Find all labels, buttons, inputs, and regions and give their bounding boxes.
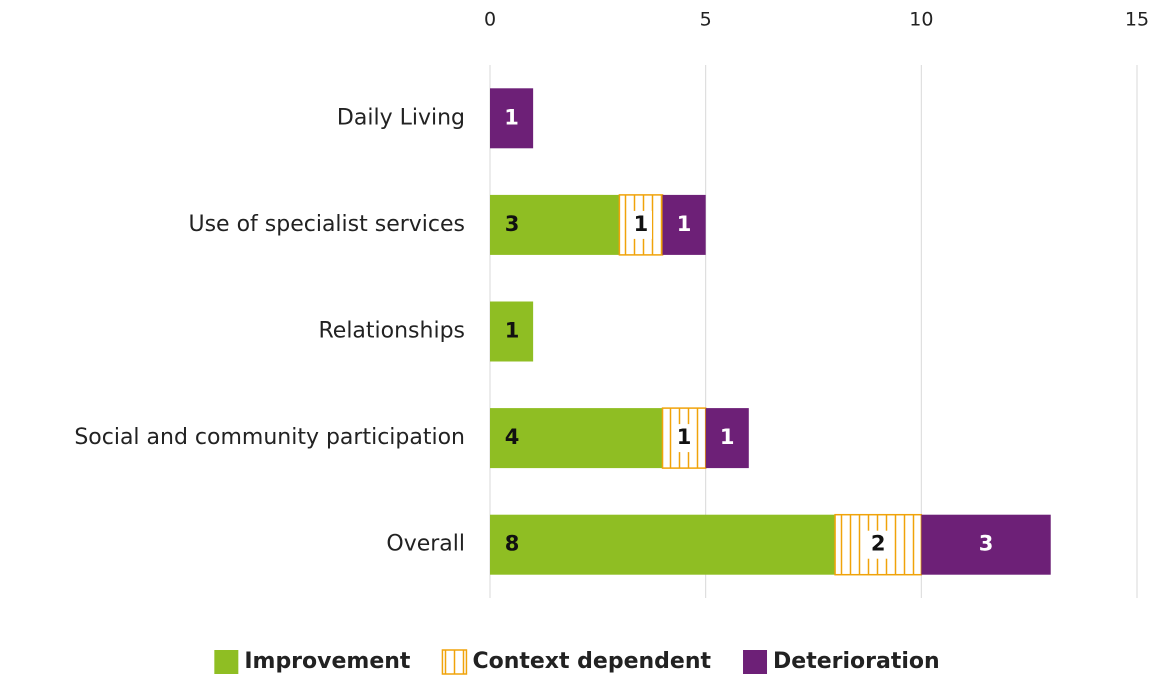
- label-bg: [867, 530, 890, 559]
- x-tick-label: 0: [484, 9, 496, 31]
- bar-segment: [662, 194, 706, 255]
- data-label: 8: [505, 532, 520, 556]
- data-label: 1: [634, 212, 649, 236]
- category-label: Use of specialist services: [188, 212, 465, 237]
- data-label: 1: [504, 105, 519, 129]
- legend-swatch: [743, 650, 768, 674]
- x-tick-label: 15: [1125, 9, 1149, 31]
- label-bg: [673, 424, 696, 453]
- category-label: Relationships: [318, 319, 465, 344]
- data-label: 1: [720, 425, 735, 449]
- label-bg: [629, 210, 652, 239]
- bar-segment: [490, 194, 620, 255]
- category-label: Overall: [386, 532, 465, 557]
- bar-segment: [490, 408, 663, 469]
- data-label: 3: [979, 532, 994, 556]
- bar-segment: [490, 514, 836, 575]
- bar-segment: [921, 514, 1051, 575]
- legend-label: Deterioration: [773, 649, 940, 674]
- data-label: 1: [677, 212, 692, 236]
- data-label: 2: [871, 532, 886, 556]
- legend-label: Improvement: [244, 649, 411, 674]
- x-tick-label: 5: [700, 9, 712, 31]
- data-label: 4: [505, 425, 520, 449]
- category-label: Daily Living: [337, 105, 465, 130]
- legend-label: Context dependent: [472, 649, 711, 674]
- legend-swatch: [441, 649, 468, 675]
- bar-segment: [705, 408, 749, 469]
- x-tick-label: 10: [909, 9, 933, 31]
- category-label: Social and community participation: [74, 425, 465, 450]
- data-label: 3: [505, 212, 520, 236]
- data-label: 1: [677, 425, 692, 449]
- legend-swatch: [214, 650, 239, 674]
- bar-segment: [490, 301, 534, 362]
- bar-segment: [490, 88, 534, 149]
- data-label: 1: [505, 319, 520, 343]
